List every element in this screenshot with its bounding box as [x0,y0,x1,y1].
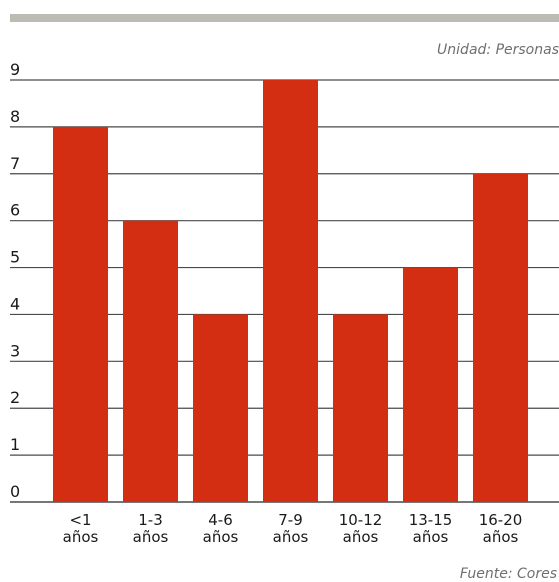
bar-2 [193,314,248,502]
y-tick-label: 2 [10,388,20,407]
x-category-label: 1-3 [138,511,163,529]
source-note: Fuente: Cores [459,566,557,582]
x-category-label: años [483,528,519,546]
bar-6 [473,173,528,502]
x-category-label: años [63,528,99,546]
bars [53,80,528,502]
bar-3 [263,80,318,502]
bar-5 [403,267,458,502]
x-category-label: 16-20 [479,511,523,529]
x-category-label: años [413,528,449,546]
x-category-label: años [203,528,239,546]
top-rule [10,14,559,22]
y-tick-label: 7 [10,154,20,173]
x-category-label: 4-6 [208,511,233,529]
x-category-label: 10-12 [339,511,383,529]
y-tick-label: 3 [10,341,20,360]
y-tick-label: 8 [10,107,20,126]
bar-0 [53,126,108,502]
unit-note: Unidad: Personas [437,42,559,58]
x-category-label: años [133,528,169,546]
y-tick-label: 1 [10,435,20,454]
y-tick-label: 4 [10,294,20,313]
x-category-label: <1 [69,511,91,529]
y-tick-label: 6 [10,201,20,220]
y-tick-label: 9 [10,60,20,79]
x-category-labels: <1años1-3años4-6años7-9años10-12años13-1… [63,511,523,546]
bar-1 [123,220,178,502]
x-category-label: años [343,528,379,546]
y-tick-label: 5 [10,248,20,267]
x-category-label: 13-15 [409,511,453,529]
x-category-label: 7-9 [278,511,303,529]
x-category-label: años [273,528,309,546]
y-tick-labels: 0 1 2 3 4 5 6 7 8 9 [10,60,20,501]
bar-4 [333,314,388,502]
y-tick-label: 0 [10,482,20,501]
